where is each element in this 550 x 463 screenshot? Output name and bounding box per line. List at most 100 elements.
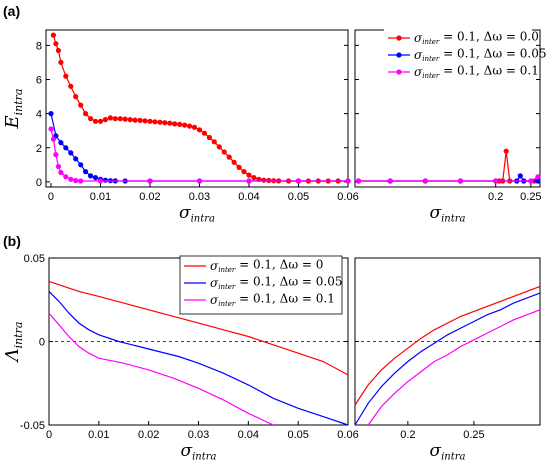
data-point (528, 178, 534, 184)
data-point (201, 130, 207, 136)
legend-params: = 0.1, Δω = 0 (235, 258, 323, 272)
data-point (387, 178, 393, 184)
data-point (83, 111, 89, 117)
y-tick-label: 0 (36, 177, 42, 189)
x-tick-label: 0.05 (288, 191, 309, 203)
left-plot-frame (45, 29, 349, 188)
x-tick-label: 0.02 (138, 429, 159, 441)
panel-a: (a)0 0.01 0.02 0.03 0.04 0.05 0.0602468σintra0… (2, 3, 547, 225)
legend-marker (396, 69, 402, 75)
data-point (226, 154, 232, 160)
data-point (48, 111, 54, 117)
legend-entry: σinter = 0.1, Δω = 0.05 (210, 275, 343, 292)
data-point (503, 148, 509, 154)
legend-box (179, 255, 343, 315)
data-point (58, 169, 64, 176)
x-tick-label: 0 (48, 191, 54, 203)
legend-marker (396, 35, 402, 41)
x-tick-label: 0.06 (337, 429, 358, 441)
data-point (63, 73, 69, 79)
data-point (117, 116, 123, 122)
symbol-subscript: intra (441, 452, 465, 463)
data-point (88, 116, 94, 122)
x-tick-label: 0.03 (189, 191, 210, 203)
data-point (137, 117, 143, 123)
data-point (132, 117, 138, 123)
legend-entry: σinter = 0.1, Δω = 0.0 (414, 30, 539, 47)
symbol-text: Λ (2, 348, 23, 363)
legend-symbol: σ (414, 65, 423, 79)
data-point (55, 163, 62, 170)
legend-symbol: σ (414, 31, 423, 45)
symbol-subscript: intra (12, 89, 25, 116)
data-point (73, 177, 79, 184)
data-point (102, 177, 108, 183)
x-tick-label: 0 (46, 429, 52, 441)
series-line-left-2 (50, 128, 348, 182)
data-point (251, 175, 257, 181)
y-tick-label: 0 (39, 337, 45, 349)
legend-subscript: inter (218, 300, 236, 308)
series-line-right-0 (358, 151, 538, 182)
x-tick-label: 0.25 (463, 429, 484, 441)
data-point (261, 177, 267, 183)
data-point (68, 176, 74, 182)
data-point (147, 118, 153, 124)
data-point (191, 124, 198, 130)
data-point (127, 117, 133, 123)
data-point (345, 178, 351, 184)
y-tick-label: -0.05 (20, 420, 45, 432)
series-line-right-2 (367, 309, 541, 426)
x-tick-label: 0.2 (400, 429, 415, 441)
legend-params: = 0.1, Δω = 0.05 (439, 47, 546, 61)
series-line-left-0 (48, 280, 349, 376)
data-point (246, 178, 252, 184)
data-point (107, 115, 113, 121)
symbol-text: σ (429, 203, 441, 223)
data-point (97, 178, 104, 184)
panel-label: (b) (3, 233, 21, 249)
data-point (50, 32, 57, 38)
data-point (182, 122, 188, 128)
symbol-text: σ (429, 441, 441, 461)
symbol-subscript: intra (191, 214, 215, 225)
legend-subscript: inter (422, 38, 440, 46)
x-tick-label: 0.05 (287, 429, 308, 441)
data-point (48, 126, 54, 132)
legend-symbol: σ (210, 259, 219, 273)
data-point (92, 175, 99, 181)
data-point (92, 118, 99, 124)
legend-params: = 0.1, Δω = 0.1 (439, 64, 539, 78)
data-point (167, 120, 173, 126)
data-point (58, 59, 64, 65)
data-point (122, 116, 128, 122)
legend-symbol: σ (210, 293, 219, 307)
data-point (162, 120, 168, 126)
data-point (231, 159, 237, 165)
data-point (68, 150, 74, 156)
data-point (187, 123, 193, 129)
symbol-text: E (2, 115, 23, 129)
series-line-left-0 (52, 34, 348, 182)
legend-entry: σinter = 0.1, Δω = 0.1 (210, 292, 335, 309)
panel-b: (b)0 0.01 0.02 0.03 0.04 0.05 0.06-0.0500.05σi… (2, 233, 541, 463)
data-point (211, 139, 217, 145)
data-point (457, 178, 464, 184)
symbol-subscript: intra (441, 214, 465, 225)
series-line-right-0 (354, 285, 541, 406)
y-axis-label: Λintra (2, 322, 25, 364)
data-point (157, 119, 163, 125)
data-point (535, 174, 541, 180)
x-tick-label: 0.01 (88, 429, 109, 441)
data-point (246, 172, 252, 178)
legend-entry: σinter = 0.1, Δω = 0.05 (414, 47, 547, 64)
data-point (73, 94, 79, 100)
series-line-right-1 (354, 292, 541, 426)
y-tick-label: 2 (36, 143, 42, 155)
data-point (50, 136, 57, 142)
legend-symbol: σ (210, 276, 219, 290)
data-point (63, 145, 69, 151)
x-tick-label: 0.2 (488, 191, 503, 203)
